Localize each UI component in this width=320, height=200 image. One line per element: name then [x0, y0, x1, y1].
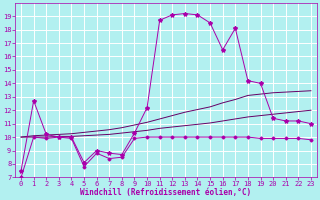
X-axis label: Windchill (Refroidissement éolien,°C): Windchill (Refroidissement éolien,°C)	[80, 188, 252, 197]
